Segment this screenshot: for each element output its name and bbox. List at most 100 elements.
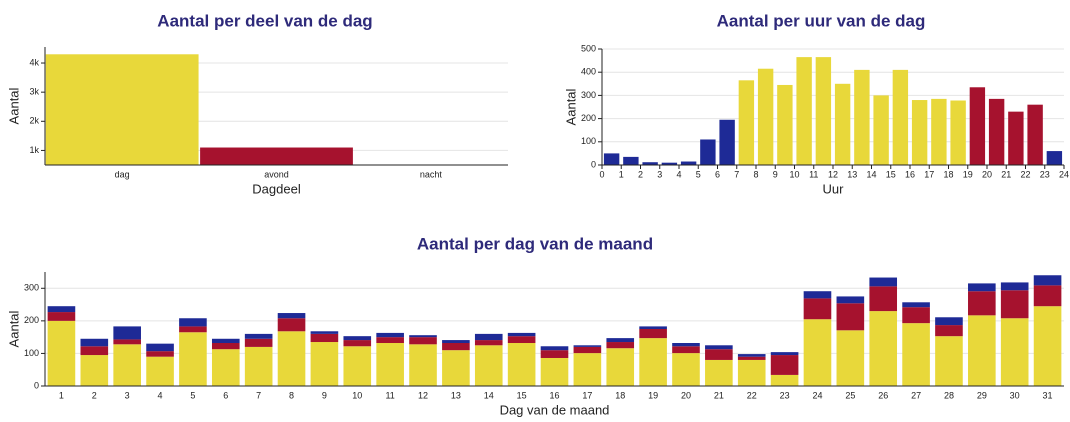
x-tick-label: 10 (789, 169, 799, 179)
bar-segment (409, 337, 437, 345)
x-tick-label: 21 (714, 390, 724, 400)
bar (623, 156, 639, 165)
x-axis-label: Uur (823, 181, 845, 196)
x-tick-label: 17 (924, 169, 934, 179)
y-tick-label: 200 (24, 315, 39, 325)
bar (1046, 151, 1063, 165)
bar-segment (376, 337, 404, 344)
bar-segment (343, 346, 372, 386)
bar (200, 147, 353, 165)
bar (661, 162, 678, 165)
x-tick-label: 28 (944, 390, 954, 400)
y-tick-label: 0 (34, 380, 39, 390)
bar-segment (1000, 290, 1029, 319)
x-tick-label: 5 (190, 390, 195, 400)
x-axis-label: Dagdeel (252, 181, 301, 196)
bar-segment (869, 277, 898, 287)
bar-segment (803, 298, 832, 320)
bar-segment (113, 339, 141, 345)
bar-segment (672, 353, 700, 386)
y-tick-label: 1k (29, 145, 39, 155)
x-tick-label: 8 (289, 390, 294, 400)
bar-segment (540, 357, 569, 386)
x-tick-label: avond (264, 169, 289, 179)
bar-segment (343, 340, 372, 347)
x-tick-label: 4 (158, 390, 163, 400)
x-tick-label: 16 (549, 390, 559, 400)
bar-segment (705, 359, 733, 386)
bar-segment (179, 332, 207, 386)
x-tick-label: 13 (451, 390, 461, 400)
x-tick-label: 18 (943, 169, 953, 179)
y-tick-label: 100 (24, 348, 39, 358)
bar-segment (80, 338, 109, 347)
bar-segment (672, 343, 700, 347)
x-tick-label: 30 (1010, 390, 1020, 400)
x-tick-label: 11 (385, 390, 394, 400)
y-tick-label: 2k (29, 116, 39, 126)
bar-segment (310, 333, 339, 343)
x-tick-label: 13 (847, 169, 857, 179)
x-tick-label: 24 (812, 390, 822, 400)
bar-segment (343, 336, 372, 341)
bar-segment (737, 359, 766, 386)
bar-segment (639, 326, 667, 329)
bar-segment (442, 350, 470, 386)
bar-segment (310, 331, 339, 334)
bar (738, 80, 755, 165)
bar-segment (737, 354, 766, 357)
bar-segment (869, 311, 898, 386)
y-tick-label: 4k (29, 57, 39, 67)
bar (834, 83, 851, 165)
plot (603, 57, 1063, 165)
x-tick-label: 20 (982, 169, 992, 179)
bar-segment (47, 312, 76, 321)
x-tick-label: 2 (92, 390, 97, 400)
bar-segment (1033, 306, 1062, 386)
x-tick-label: nacht (420, 169, 443, 179)
bar-segment (47, 320, 76, 386)
bar-segment (244, 333, 273, 339)
bar-segment (540, 346, 569, 351)
x-tick-label: 17 (582, 390, 592, 400)
x-tick-label: 9 (322, 390, 327, 400)
bar-segment (179, 318, 207, 327)
bar-segment (507, 343, 536, 386)
x-tick-label: 4 (676, 169, 681, 179)
y-axis-label: Aantal (563, 88, 578, 125)
bar-segment (80, 355, 109, 386)
bar-segment (1000, 282, 1029, 291)
bar-segment (639, 338, 667, 386)
x-tick-label: 3 (125, 390, 130, 400)
bar (603, 153, 620, 165)
x-tick-label: 21 (1001, 169, 1011, 179)
bar-segment (507, 332, 536, 337)
bar-segment (935, 325, 963, 337)
bar-segment (606, 338, 635, 343)
bar-segment (935, 336, 963, 386)
bar-segment (113, 326, 141, 340)
y-tick-label: 200 (581, 113, 596, 123)
x-tick-label: 26 (878, 390, 888, 400)
bar-segment (968, 291, 996, 316)
x-tick-label: 22 (1020, 169, 1030, 179)
bar-segment (606, 342, 635, 349)
bar (969, 87, 986, 165)
x-tick-label: 8 (753, 169, 758, 179)
chart-title: Aantal per uur van de dag (717, 11, 926, 30)
bar-segment (146, 351, 174, 357)
x-tick-label: 18 (615, 390, 625, 400)
bar-segment (376, 332, 404, 338)
bar-segment (1000, 318, 1029, 386)
bar (931, 98, 947, 165)
bar (950, 100, 966, 165)
x-tick-label: 14 (866, 169, 876, 179)
bar-segment (770, 352, 799, 356)
bar-segment (244, 338, 273, 347)
bar-segment (146, 343, 174, 352)
bar-segment (968, 315, 996, 386)
bar-segment (474, 340, 503, 346)
bar-segment (474, 333, 503, 341)
x-tick-label: 7 (256, 390, 261, 400)
x-tick-label: 7 (734, 169, 739, 179)
